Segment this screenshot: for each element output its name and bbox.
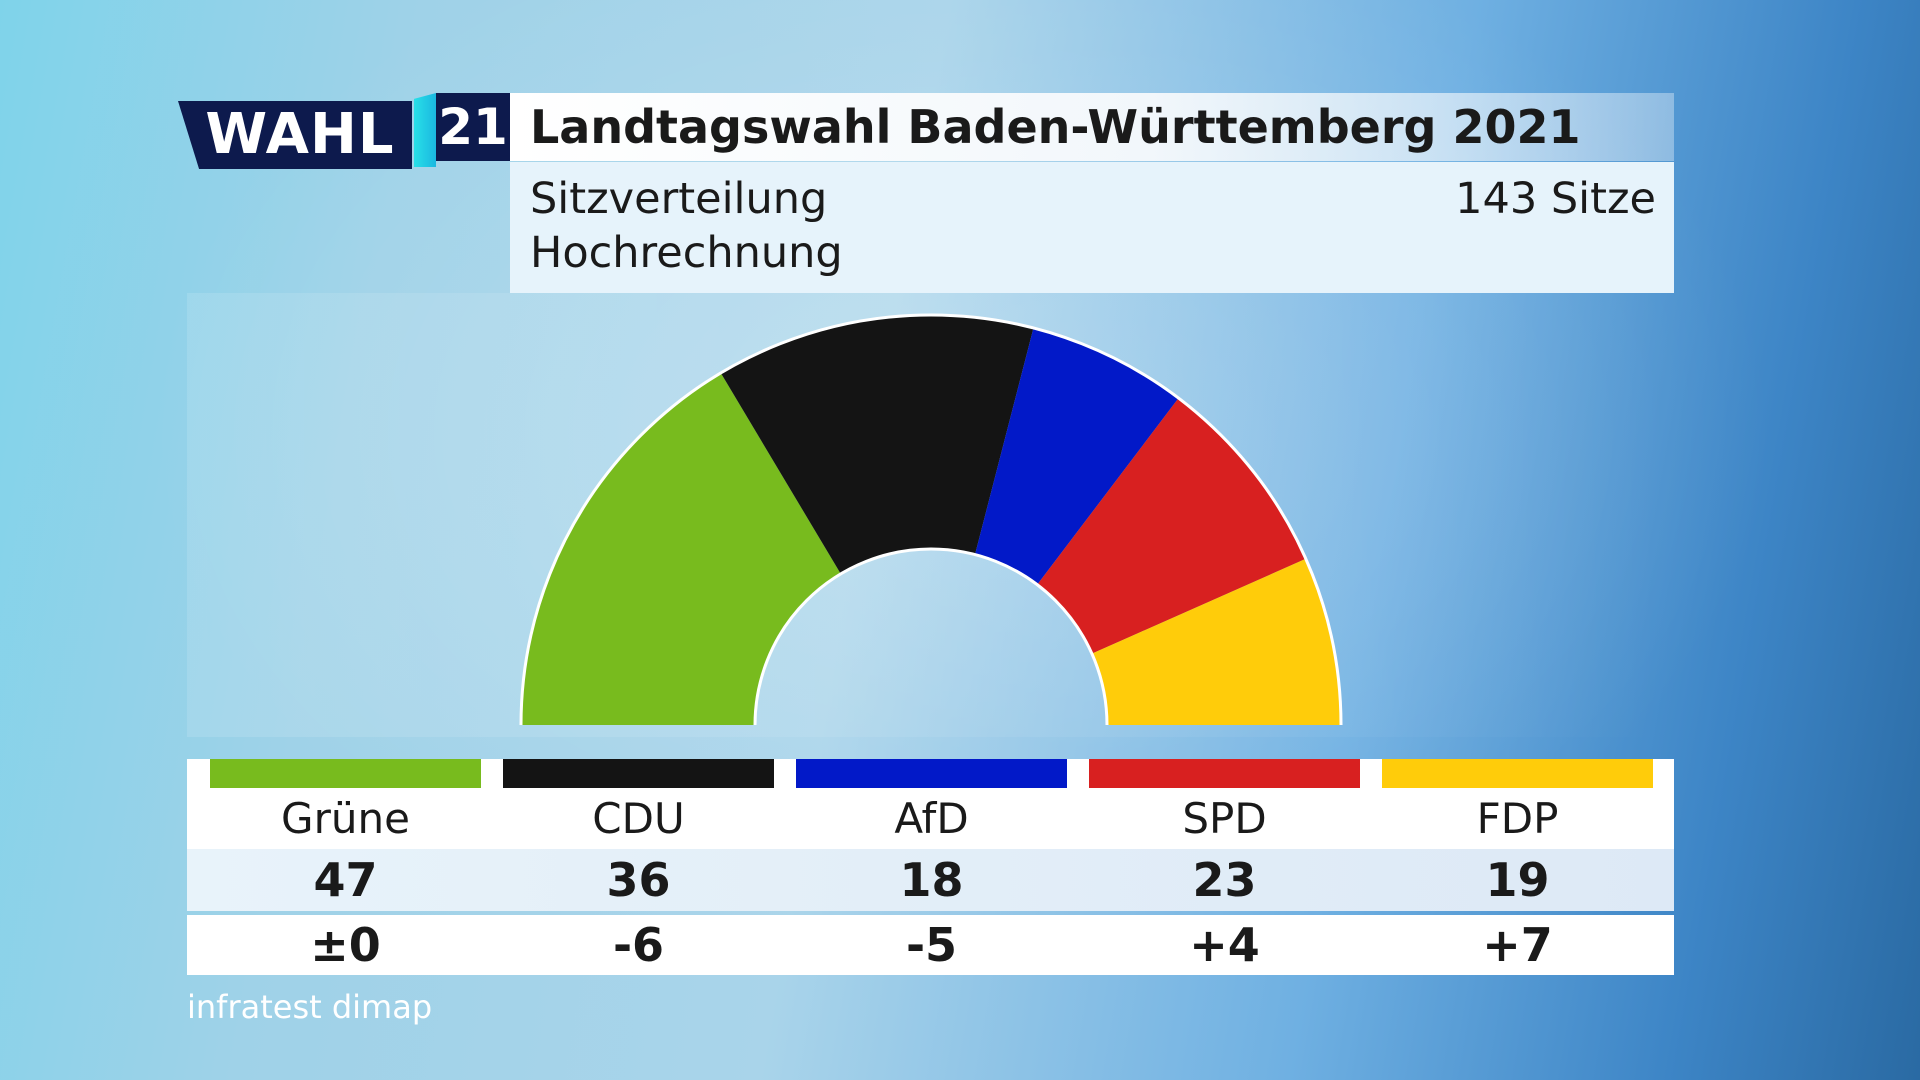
change-gruene: ±0 <box>310 918 381 972</box>
party-name-cdu: CDU <box>592 794 685 843</box>
swatch-cdu <box>503 759 774 788</box>
subtitle-box: Sitzverteilung Hochrechnung 143 Sitze <box>510 162 1674 293</box>
change-cdu: -6 <box>612 918 665 972</box>
wahl-year-logo: 21 <box>436 93 510 161</box>
swatch-gruene <box>210 759 481 788</box>
total-seats: 143 Sitze <box>1455 174 1656 224</box>
party-name-afd: AfD <box>894 794 969 843</box>
seats-spd: 23 <box>1192 853 1257 907</box>
change-fdp: +7 <box>1482 918 1553 972</box>
wahl-logo: WAHL <box>178 101 412 169</box>
seats-row: 47 36 18 23 19 <box>187 849 1674 911</box>
hemicycle-segment-spd <box>1037 398 1306 654</box>
change-afd: -5 <box>905 918 958 972</box>
subtitle-hochrechnung: Hochrechnung <box>530 228 843 278</box>
seats-fdp: 19 <box>1485 853 1550 907</box>
source-label: infratest dimap <box>187 988 433 1026</box>
seats-cdu: 36 <box>606 853 671 907</box>
logo-accent-bar <box>414 93 436 167</box>
swatch-afd <box>796 759 1067 788</box>
wahl-logo-text: WAHL <box>205 102 395 167</box>
title-bar: Landtagswahl Baden-Württemberg 2021 <box>510 93 1674 161</box>
chart-title: Landtagswahl Baden-Württemberg 2021 <box>530 100 1581 154</box>
hemicycle-outer-outline <box>519 313 1343 726</box>
party-name-row: Grüne CDU AfD SPD FDP <box>187 759 1674 849</box>
party-name-fdp: FDP <box>1476 794 1559 843</box>
change-spd: +4 <box>1189 918 1260 972</box>
swatch-fdp <box>1382 759 1653 788</box>
subtitle-sitzverteilung: Sitzverteilung <box>530 174 828 224</box>
seats-afd: 18 <box>899 853 964 907</box>
hemicycle-segment-fdp <box>1091 558 1341 725</box>
party-name-gruene: Grüne <box>281 794 410 843</box>
party-name-spd: SPD <box>1182 794 1267 843</box>
results-table: Grüne CDU AfD SPD FDP 47 36 18 23 19 ±0 … <box>187 759 1674 975</box>
hemicycle-inner-outline <box>753 547 1109 726</box>
hemicycle-segment-afd <box>974 328 1179 585</box>
hemicycle-segment-cdu <box>720 315 1034 574</box>
swatch-spd <box>1089 759 1360 788</box>
change-row: ±0 -6 -5 +4 +7 <box>187 915 1674 975</box>
hemicycle-segment-gruene <box>521 372 841 725</box>
wahl-year-text: 21 <box>438 98 508 156</box>
seats-gruene: 47 <box>313 853 378 907</box>
